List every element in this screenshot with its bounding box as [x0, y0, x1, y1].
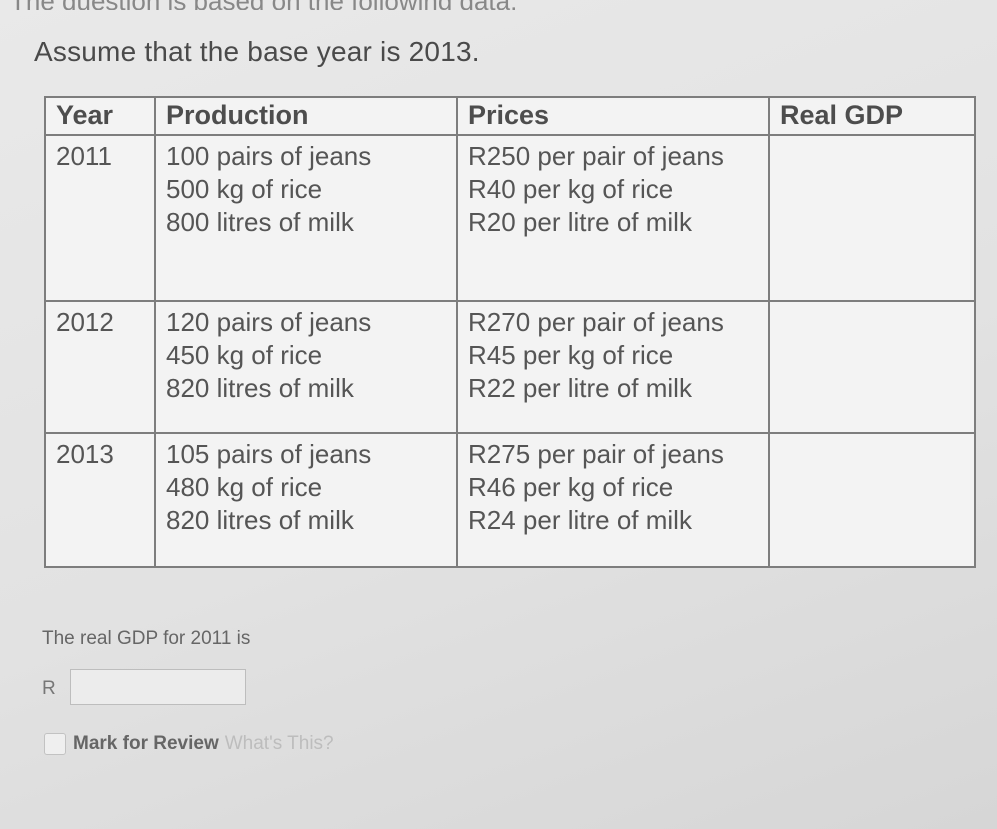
header-real-gdp: Real GDP [768, 96, 976, 136]
production-cell: 120 pairs of jeans 450 kg of rice 820 li… [154, 300, 458, 434]
price-line: R24 per litre of milk [468, 505, 692, 535]
production-line: 100 pairs of jeans [166, 141, 372, 171]
prices-cell: R250 per pair of jeans R40 per kg of ric… [456, 134, 770, 302]
real-gdp-cell [768, 432, 976, 568]
production-line: 480 kg of rice [166, 472, 323, 502]
price-line: R45 per kg of rice [468, 340, 674, 370]
production-line: 105 pairs of jeans [166, 439, 372, 469]
base-year-note: Assume that the base year is 2013. [34, 36, 480, 67]
real-gdp-cell [768, 300, 976, 434]
price-line: R275 per pair of jeans [468, 439, 724, 469]
question-prompt: The real GDP for 2011 is [42, 628, 251, 649]
header-production: Production [154, 96, 458, 136]
table-row-2013: 2013 105 pairs of jeans 480 kg of rice 8… [44, 432, 976, 568]
table-row-2011: 2011 100 pairs of jeans 500 kg of rice 8… [44, 134, 976, 302]
price-line: R40 per kg of rice [468, 174, 674, 204]
year-cell: 2011 [44, 134, 156, 302]
prices-cell: R275 per pair of jeans R46 per kg of ric… [456, 432, 770, 568]
production-cell: 100 pairs of jeans 500 kg of rice 800 li… [154, 134, 458, 302]
real-gdp-cell [768, 134, 976, 302]
mark-for-review: Mark for Review What's This? [44, 733, 334, 755]
table-header-row: Year Production Prices Real GDP [44, 96, 976, 136]
production-line: 820 litres of milk [166, 373, 354, 403]
production-line: 820 litres of milk [166, 505, 354, 535]
price-line: R270 per pair of jeans [468, 307, 724, 337]
mark-for-review-checkbox[interactable] [44, 733, 66, 755]
production-line: 450 kg of rice [166, 340, 323, 370]
price-line: R250 per pair of jeans [468, 141, 724, 171]
header-year: Year [44, 96, 156, 136]
year-cell: 2013 [44, 432, 156, 568]
production-line: 120 pairs of jeans [166, 307, 372, 337]
production-cell: 105 pairs of jeans 480 kg of rice 820 li… [154, 432, 458, 568]
currency-label: R [42, 678, 56, 699]
production-line: 800 litres of milk [166, 207, 354, 237]
gdp-data-table: Year Production Prices Real GDP 2011 100… [44, 96, 976, 568]
price-line: R22 per litre of milk [468, 373, 692, 403]
price-line: R46 per kg of rice [468, 472, 674, 502]
header-prices: Prices [456, 96, 770, 136]
production-line: 500 kg of rice [166, 174, 323, 204]
table-row-2012: 2012 120 pairs of jeans 450 kg of rice 8… [44, 300, 976, 434]
prices-cell: R270 per pair of jeans R45 per kg of ric… [456, 300, 770, 434]
whats-this-link[interactable]: What's This? [224, 733, 334, 754]
year-value: 2011 [56, 141, 112, 171]
year-value: 2013 [56, 439, 114, 469]
year-cell: 2012 [44, 300, 156, 434]
cropped-header-text: The question is based on the following d… [0, 0, 997, 10]
price-line: R20 per litre of milk [468, 207, 692, 237]
mark-for-review-label[interactable]: Mark for Review [73, 733, 219, 754]
answer-input[interactable] [70, 669, 246, 705]
year-value: 2012 [56, 307, 114, 337]
